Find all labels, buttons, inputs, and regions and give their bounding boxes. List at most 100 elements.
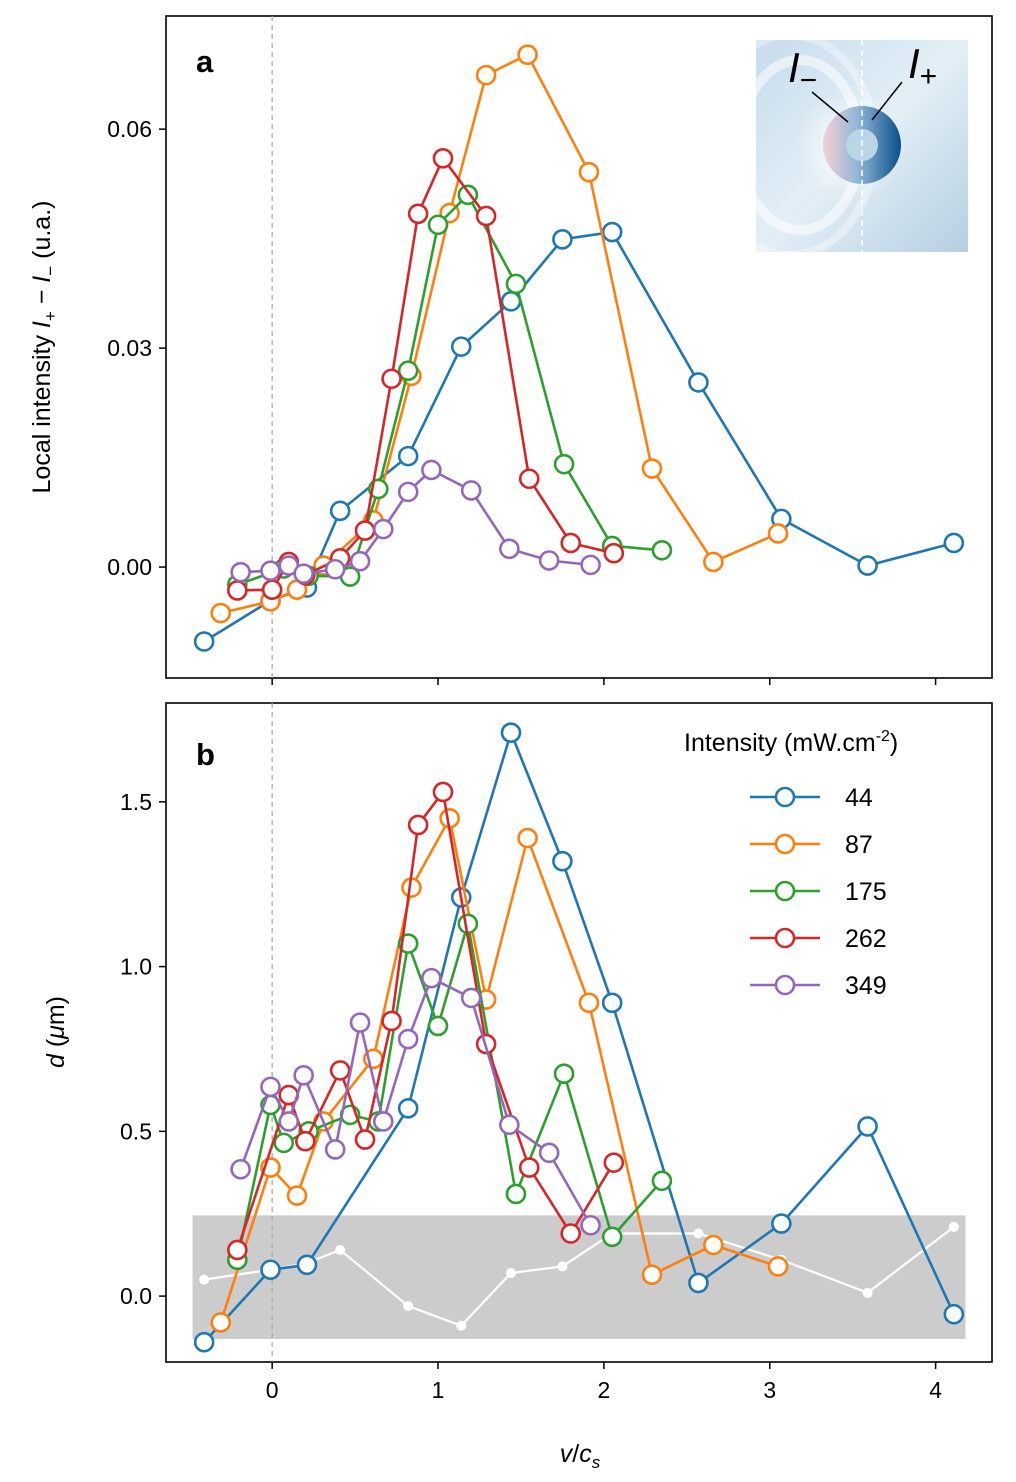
legend-label: 175	[845, 878, 887, 906]
data-point-349	[372, 518, 394, 540]
data-point-262	[354, 520, 376, 541]
data-point-44	[450, 336, 472, 357]
data-point-262	[518, 1157, 540, 1178]
data-point-44	[601, 221, 623, 243]
data-point-44	[857, 555, 878, 576]
data-point-87	[767, 523, 789, 544]
data-point-87	[475, 64, 497, 86]
series-349	[230, 967, 601, 1236]
data-point-349	[230, 1158, 251, 1180]
data-point-262	[603, 1152, 625, 1173]
data-point-262	[475, 205, 497, 227]
noise-point	[948, 1221, 959, 1232]
panel-a-y-axis: 0.00 0.03 0.06	[107, 116, 166, 580]
legend-entry-44: 44	[750, 784, 873, 812]
panel-a-frame	[165, 15, 993, 679]
y-tick-label: 0.00	[107, 554, 152, 580]
y-tick-label: 1.0	[120, 954, 152, 980]
data-point-44	[771, 1213, 792, 1234]
data-point-349	[324, 558, 346, 580]
data-point-175	[273, 1132, 295, 1154]
y-tick-label: 0.0	[120, 1283, 152, 1309]
data-point-44	[552, 229, 573, 250]
data-point-262	[407, 814, 429, 836]
legend-label: 44	[845, 784, 873, 812]
data-point-175	[427, 1015, 449, 1037]
data-point-349	[230, 561, 251, 583]
data-point-44	[260, 1259, 281, 1281]
data-point-349	[260, 560, 281, 582]
x-tick-label: 0	[266, 1377, 279, 1403]
data-point-262	[227, 1239, 248, 1261]
data-point-87	[641, 1264, 663, 1285]
panel-b-x-axis: 0 1 2 3 4	[266, 1362, 942, 1403]
noise-point	[557, 1261, 568, 1272]
data-point-349	[349, 550, 371, 572]
legend-title: Intensity (mW.cm-2)	[684, 728, 898, 757]
y-tick-label: 0.5	[120, 1118, 152, 1144]
data-point-262	[261, 579, 283, 600]
data-point-349	[421, 459, 442, 481]
inset-label-plus: I+	[908, 40, 937, 93]
data-point-44	[296, 1254, 318, 1276]
legend-label: 87	[845, 831, 873, 859]
data-point-44	[329, 500, 351, 522]
panel-a: a 0.00 0.03 0.06 Local intensity I+ − I− (…	[28, 15, 993, 685]
series-line-175	[236, 922, 663, 1261]
data-point-262	[432, 148, 454, 169]
data-point-349	[499, 538, 520, 560]
data-point-262	[227, 580, 248, 601]
data-point-175	[505, 1183, 527, 1205]
data-point-87	[641, 458, 663, 479]
legend-entry-262: 262	[750, 925, 887, 953]
series-line-175	[236, 193, 663, 586]
data-point-175	[651, 539, 673, 561]
noise-point	[505, 1268, 516, 1279]
data-point-175	[553, 1063, 575, 1084]
legend-label: 262	[845, 925, 887, 953]
legend-marker	[774, 786, 796, 808]
panel-b: b 0.0 0.5 1.0 1.5 0 1 2 3 4 d (μm) Intensity (m…	[42, 702, 993, 1403]
x-tick-label: 2	[597, 1377, 610, 1403]
y-tick-label: 0.03	[107, 335, 152, 361]
data-point-175	[553, 453, 575, 475]
legend-marker	[774, 880, 796, 902]
data-point-349	[372, 1111, 394, 1132]
data-point-262	[381, 368, 402, 390]
data-point-44	[857, 1116, 878, 1137]
data-point-262	[329, 1060, 351, 1081]
data-point-262	[560, 1223, 582, 1244]
data-point-349	[421, 967, 442, 989]
data-point-262	[432, 781, 454, 803]
data-point-87	[210, 1312, 232, 1333]
series-line-87	[220, 53, 779, 615]
data-point-44	[943, 1303, 965, 1325]
legend-marker	[774, 927, 796, 949]
data-point-44	[193, 1331, 215, 1353]
panel-a-ylabel: Local intensity I+ − I− (u.a.)	[28, 201, 60, 494]
noise-point	[199, 1274, 210, 1285]
data-point-44	[397, 1097, 419, 1119]
y-tick-label: 1.5	[120, 789, 152, 815]
data-point-349	[580, 1214, 601, 1236]
data-point-262	[381, 1010, 402, 1032]
data-point-87	[703, 1234, 724, 1256]
legend-entry-175: 175	[750, 878, 887, 906]
panel-b-frame	[165, 702, 993, 1363]
data-point-349	[293, 1065, 314, 1086]
panel-a-x-axis	[271, 678, 937, 685]
noise-point	[456, 1320, 467, 1331]
data-point-349	[397, 1028, 419, 1050]
legend-label: 349	[845, 972, 887, 1000]
data-point-44	[193, 631, 215, 652]
series-349	[230, 459, 601, 584]
data-point-349	[538, 1142, 560, 1164]
data-point-87	[578, 992, 600, 1014]
panel-a-label: a	[196, 44, 214, 79]
data-point-44	[688, 372, 709, 393]
noise-point	[693, 1228, 704, 1239]
noise-point	[862, 1287, 873, 1298]
panel-b-y-axis: 0.0 0.5 1.0 1.5	[120, 789, 166, 1309]
legend-marker	[774, 974, 796, 996]
